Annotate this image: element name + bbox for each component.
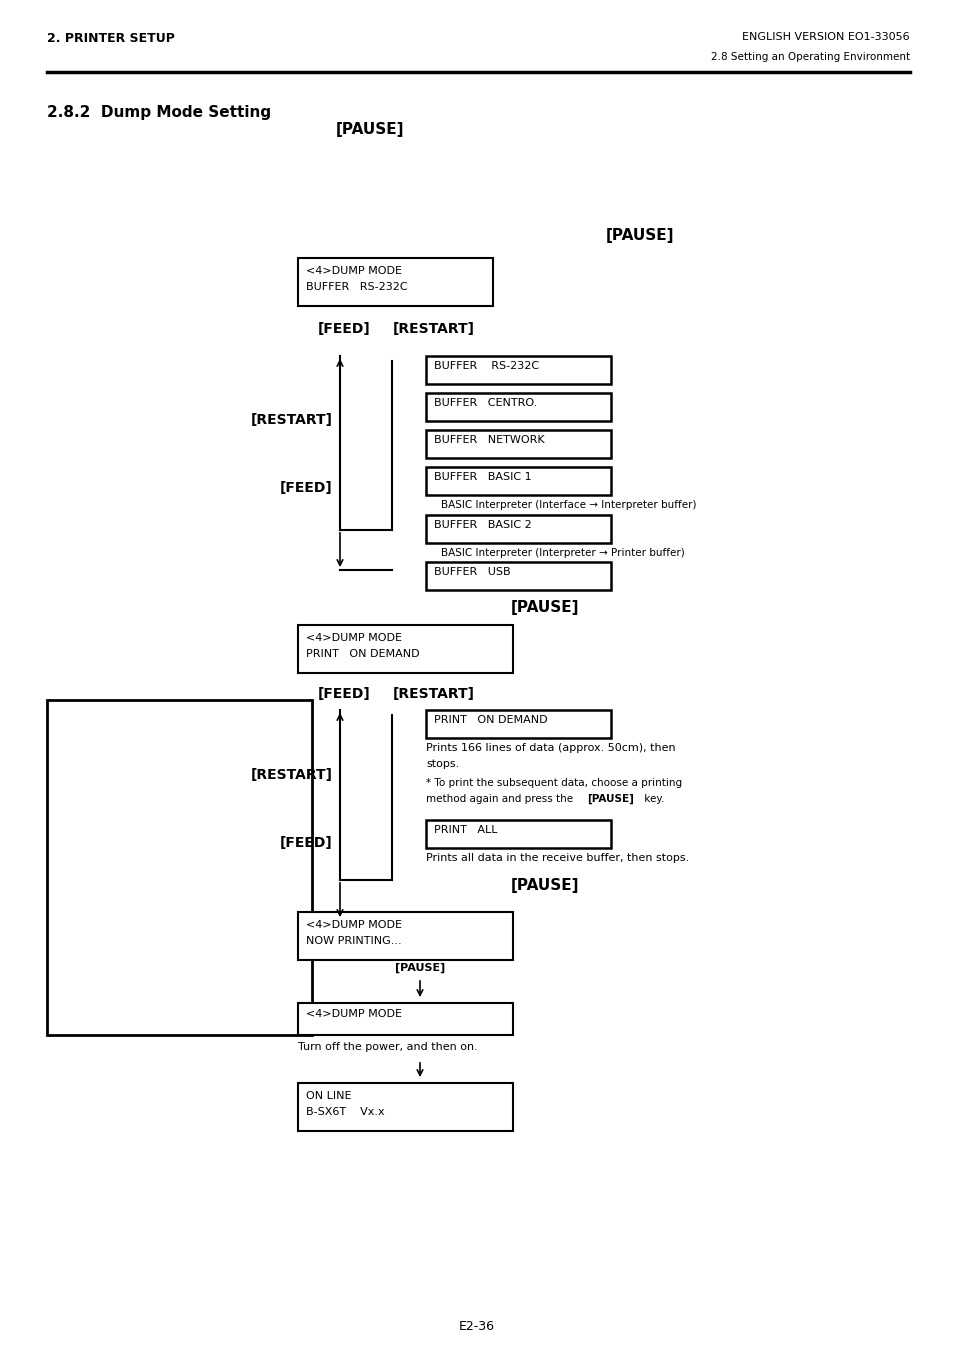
Text: Prints all data in the receive buffer, then stops.: Prints all data in the receive buffer, t… <box>426 852 688 863</box>
Bar <box>297 626 513 673</box>
Text: PRINT   ON DEMAND: PRINT ON DEMAND <box>434 715 547 725</box>
Bar <box>297 1084 513 1131</box>
Text: method again and press the: method again and press the <box>426 794 576 804</box>
Text: BUFFER   CENTRO.: BUFFER CENTRO. <box>434 399 537 408</box>
Text: 2.8.2  Dump Mode Setting: 2.8.2 Dump Mode Setting <box>47 105 271 120</box>
Text: [PAUSE]: [PAUSE] <box>395 963 445 973</box>
Text: BUFFER   RS-232C: BUFFER RS-232C <box>306 282 407 292</box>
Text: B-SX6T    Vx.x: B-SX6T Vx.x <box>306 1106 384 1117</box>
Text: [FEED]: [FEED] <box>280 481 333 494</box>
Text: BUFFER   BASIC 2: BUFFER BASIC 2 <box>434 520 531 530</box>
Text: [PAUSE]: [PAUSE] <box>510 600 578 615</box>
Text: [FEED]: [FEED] <box>317 688 371 701</box>
Text: BUFFER   NETWORK: BUFFER NETWORK <box>434 435 544 444</box>
Text: [FEED]: [FEED] <box>280 836 333 850</box>
Text: Prints 166 lines of data (approx. 50cm), then: Prints 166 lines of data (approx. 50cm),… <box>426 743 675 753</box>
Bar <box>297 258 493 305</box>
Text: [RESTART]: [RESTART] <box>393 688 475 701</box>
Text: <4>DUMP MODE: <4>DUMP MODE <box>306 266 401 276</box>
Text: [FEED]: [FEED] <box>317 322 371 336</box>
Text: BASIC Interpreter (Interpreter → Printer buffer): BASIC Interpreter (Interpreter → Printer… <box>440 549 684 558</box>
Text: ENGLISH VERSION EO1-33056: ENGLISH VERSION EO1-33056 <box>741 32 909 42</box>
Bar <box>426 357 610 384</box>
Bar <box>426 430 610 458</box>
Text: [PAUSE]: [PAUSE] <box>605 228 674 243</box>
Text: [PAUSE]: [PAUSE] <box>510 878 578 893</box>
Text: ON LINE: ON LINE <box>306 1092 351 1101</box>
Text: [RESTART]: [RESTART] <box>251 413 333 427</box>
Text: key.: key. <box>640 794 663 804</box>
Text: [PAUSE]: [PAUSE] <box>586 794 633 804</box>
Bar <box>426 515 610 543</box>
Text: <4>DUMP MODE: <4>DUMP MODE <box>306 920 401 929</box>
Bar <box>426 711 610 738</box>
Text: PRINT   ON DEMAND: PRINT ON DEMAND <box>306 648 419 659</box>
Text: <4>DUMP MODE: <4>DUMP MODE <box>306 1009 401 1019</box>
Text: * To print the subsequent data, choose a printing: * To print the subsequent data, choose a… <box>426 778 681 788</box>
Text: 2. PRINTER SETUP: 2. PRINTER SETUP <box>47 32 174 45</box>
Text: [PAUSE]: [PAUSE] <box>335 122 404 136</box>
Bar <box>47 700 312 1035</box>
Bar <box>426 820 610 848</box>
Text: [RESTART]: [RESTART] <box>393 322 475 336</box>
Text: PRINT   ALL: PRINT ALL <box>434 825 497 835</box>
Text: E2-36: E2-36 <box>458 1320 495 1333</box>
Text: BUFFER    RS-232C: BUFFER RS-232C <box>434 361 538 372</box>
Text: BUFFER   BASIC 1: BUFFER BASIC 1 <box>434 471 531 482</box>
Text: Turn off the power, and then on.: Turn off the power, and then on. <box>297 1042 477 1052</box>
Text: BASIC Interpreter (Interface → Interpreter buffer): BASIC Interpreter (Interface → Interpret… <box>440 500 696 509</box>
Bar <box>426 562 610 590</box>
Text: NOW PRINTING...: NOW PRINTING... <box>306 936 401 946</box>
Text: BUFFER   USB: BUFFER USB <box>434 567 510 577</box>
Bar <box>297 1002 513 1035</box>
Text: 2.8 Setting an Operating Environment: 2.8 Setting an Operating Environment <box>710 51 909 62</box>
Text: <4>DUMP MODE: <4>DUMP MODE <box>306 634 401 643</box>
Bar <box>426 467 610 494</box>
Bar <box>297 912 513 961</box>
Text: [RESTART]: [RESTART] <box>251 767 333 782</box>
Text: stops.: stops. <box>426 759 458 769</box>
Bar <box>426 393 610 422</box>
